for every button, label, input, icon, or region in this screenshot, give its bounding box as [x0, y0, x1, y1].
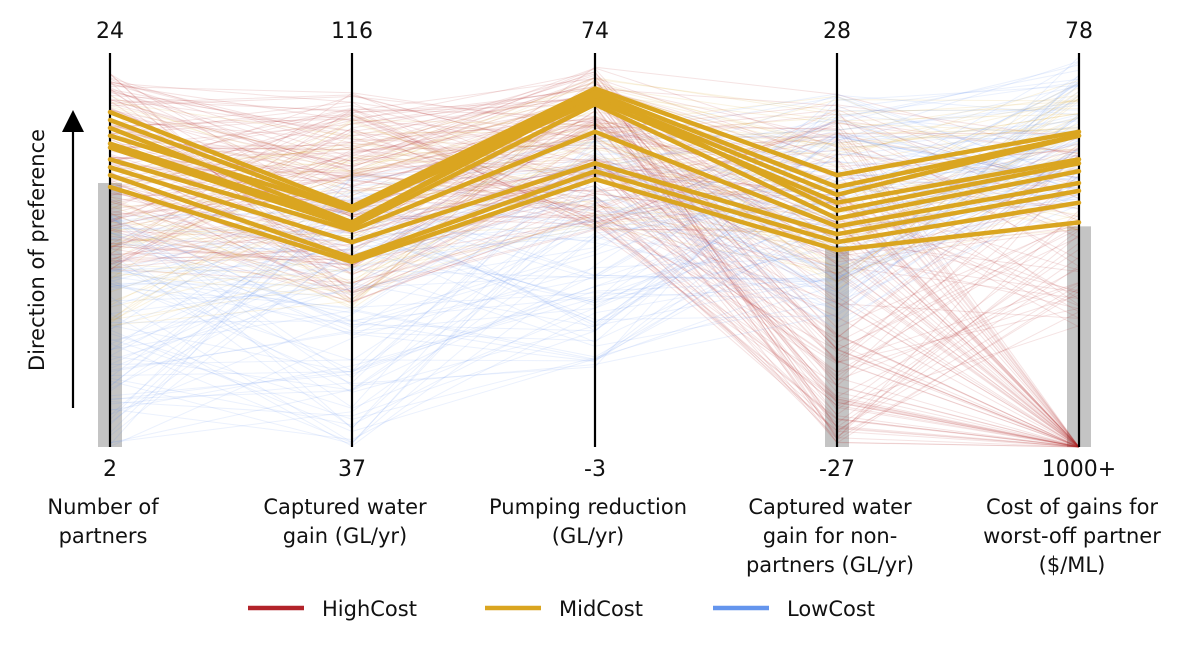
legend: HighCost MidCost LowCost — [248, 597, 875, 621]
preference-indicator: Direction of preference — [25, 110, 84, 408]
axis-bottom-tick-2: -3 — [584, 457, 606, 482]
highlighted-line-9 — [107, 176, 1082, 265]
axis-title-2-line-1: (GL/yr) — [552, 524, 625, 548]
legend-label-highcost: HighCost — [322, 597, 417, 621]
axis-title-3-line-0: Captured water — [748, 495, 912, 519]
highlighted-lines — [107, 86, 1082, 265]
axis-labels: 24 2 Number of partners 116 37 Captured water g… — [47, 19, 1161, 577]
axis-title-3-line-2: partners (GL/yr) — [746, 553, 914, 577]
axis-title-1-line-1: gain (GL/yr) — [283, 524, 408, 548]
highlighted-line-5 — [107, 101, 1082, 229]
axis-title-1-line-0: Captured water — [263, 495, 427, 519]
axis-top-tick-1: 116 — [331, 19, 373, 44]
axis-title-4-line-1: worst-off partner — [983, 524, 1161, 548]
preference-arrow-head — [62, 110, 84, 132]
highlighted-line-6 — [107, 129, 1082, 233]
preference-label: Direction of preference — [25, 129, 49, 371]
axis-title-0-line-1: partners — [59, 524, 148, 548]
axis-top-tick-3: 28 — [823, 19, 851, 44]
axis-title-0-line-0: Number of — [47, 495, 159, 519]
axis-bottom-tick-0: 2 — [103, 457, 117, 482]
axis-title-4-line-0: Cost of gains for — [986, 495, 1158, 519]
axis-title-2-line-0: Pumping reduction — [489, 495, 687, 519]
highlighted-line-0 — [107, 86, 1082, 209]
axis-title-3-line-1: gain for non- — [763, 524, 898, 548]
axis-top-tick-4: 78 — [1065, 19, 1093, 44]
axis-bottom-tick-3: -27 — [819, 457, 855, 482]
highlighted-line-7 — [107, 161, 1082, 245]
axis-bottom-tick-4: 1000+ — [1042, 457, 1116, 482]
highlighted-line-4 — [107, 90, 1082, 225]
axis-top-tick-0: 24 — [96, 19, 124, 44]
axis-top-tick-2: 74 — [581, 19, 609, 44]
highlighted-line-8 — [107, 168, 1082, 261]
highlighted-line-3 — [107, 98, 1082, 213]
axis-bottom-tick-1: 37 — [338, 457, 366, 482]
axis-title-4-line-2: ($/ML) — [1039, 553, 1106, 577]
legend-label-lowcost: LowCost — [787, 597, 875, 621]
legend-label-midcost: MidCost — [559, 597, 643, 621]
highlighted-line-2 — [107, 94, 1082, 225]
